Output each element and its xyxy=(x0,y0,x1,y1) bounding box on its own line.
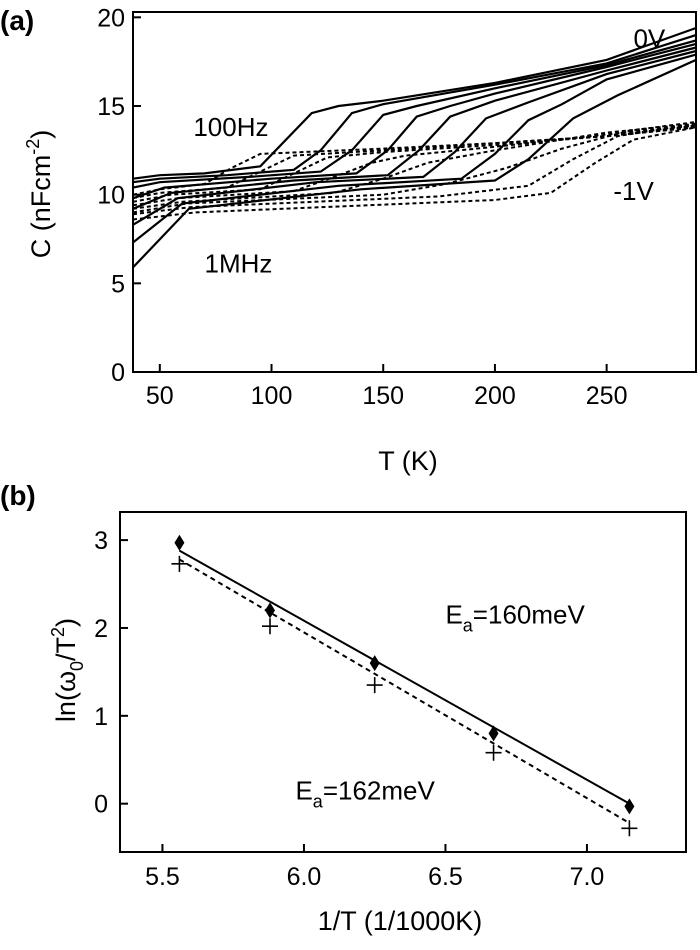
x-tick-label: 200 xyxy=(474,382,516,410)
panel-a-plot-frame xyxy=(132,11,697,373)
solid-curve-5 xyxy=(132,49,697,226)
activation-energy-annotation: Ea=160meV xyxy=(445,600,585,636)
panel-b-label: (b) xyxy=(0,480,36,511)
panel-b-x-axis-label: 1/T (1/1000K) xyxy=(318,906,483,936)
curve-annotation: 0V xyxy=(633,23,665,53)
activation-energy-annotation: Ea=162meV xyxy=(295,775,435,811)
x-tick-label: 100 xyxy=(251,382,293,410)
panel-a-ylabel-sup: -2 xyxy=(23,139,43,155)
panel-b-ylabel-sup: 2 xyxy=(48,627,68,637)
curve-annotation: -1V xyxy=(613,176,654,206)
solid-curve-2 xyxy=(132,39,697,189)
curve-annotation: 1MHz xyxy=(204,249,272,279)
x-tick-label: 6.0 xyxy=(287,863,322,891)
panel-b-points xyxy=(171,534,638,837)
y-tick-label: 5 xyxy=(111,270,125,298)
curve-annotation: 100Hz xyxy=(193,112,268,142)
panel-b: (b) 5.5 6.0 6.5 7.0 0 1 2 3 Ea=160meV Ea=162meV… xyxy=(0,480,687,936)
dotted-curve-15 xyxy=(132,126,697,221)
panel-a-x-ticks: 50 100 150 200 250 xyxy=(146,364,628,410)
diamond-point xyxy=(174,534,185,551)
x-tick-label: 150 xyxy=(362,382,404,410)
x-tick-label: 5.5 xyxy=(145,863,180,891)
x-tick-label: 6.5 xyxy=(428,863,463,891)
panel-a-annotations: 0V 100Hz -1V 1MHz xyxy=(193,23,666,278)
solid-curve-1 xyxy=(132,34,697,184)
panel-b-ylabel-close: ) xyxy=(51,618,81,627)
panel-b-fit-lines xyxy=(178,549,630,824)
panel-b-annotations: Ea=160meV Ea=162meV xyxy=(295,600,585,812)
panel-b-y-ticks: 0 1 2 3 xyxy=(94,527,128,819)
plus-point xyxy=(621,820,638,837)
plus-point xyxy=(485,744,502,761)
panel-b-plot-frame xyxy=(119,511,687,853)
diamond-point xyxy=(488,725,499,742)
y-tick-label: 0 xyxy=(111,359,125,387)
dotted-curve-14 xyxy=(132,122,697,216)
dotted-curve-8 xyxy=(132,126,697,196)
diamond-point xyxy=(264,602,275,619)
panel-a-x-axis-label: T (K) xyxy=(378,446,438,476)
y-tick-label: 15 xyxy=(97,93,125,121)
fit-line-dashed xyxy=(178,558,630,824)
panel-a: (a) 50 100 150 200 250 0 5 10 15 20 0V 100Hz -1V 1M… xyxy=(0,4,697,476)
y-tick-label: 20 xyxy=(97,4,125,32)
solid-curve-3 xyxy=(132,42,697,200)
plus-point xyxy=(366,677,383,694)
diamond-point xyxy=(369,655,380,672)
diamond-point xyxy=(624,798,635,815)
panel-a-label: (a) xyxy=(0,5,34,36)
panel-b-ylabel-sub: 0 xyxy=(67,661,87,671)
panel-a-y-ticks: 0 5 10 15 20 xyxy=(97,4,141,387)
y-tick-label: 1 xyxy=(94,703,108,731)
dotted-curve-12 xyxy=(132,122,697,210)
panel-a-y-axis-label: C (nFcm-2) xyxy=(23,130,56,259)
fit-line-solid xyxy=(178,549,630,805)
y-tick-label: 0 xyxy=(94,791,108,819)
y-tick-label: 2 xyxy=(94,615,108,643)
panel-a-ylabel-close: ) xyxy=(26,130,56,139)
plus-point xyxy=(261,618,278,635)
panel-b-ylabel-mid: /T xyxy=(51,637,81,661)
panel-a-ylabel-main: C (nFcm xyxy=(26,155,56,259)
solid-curve-6 xyxy=(132,53,697,244)
solid-curve-7 xyxy=(132,58,697,269)
x-tick-label: 50 xyxy=(146,382,174,410)
x-tick-label: 250 xyxy=(586,382,628,410)
solid-curve-0 xyxy=(132,26,697,180)
dotted-curve-13 xyxy=(132,121,697,214)
panel-b-y-axis-label: ln(ω0/T2) xyxy=(48,618,87,722)
x-tick-label: 7.0 xyxy=(570,863,605,891)
plus-point xyxy=(171,555,188,572)
panel-b-ylabel-main: ln(ω xyxy=(51,671,81,722)
panel-b-x-ticks: 5.5 6.0 6.5 7.0 xyxy=(145,844,604,891)
panel-a-curves xyxy=(132,26,697,269)
y-tick-label: 10 xyxy=(97,182,125,210)
y-tick-label: 3 xyxy=(94,527,108,555)
